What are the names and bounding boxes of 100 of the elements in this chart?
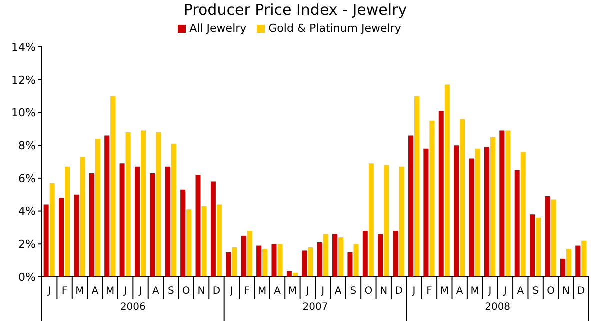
bar [74,194,80,277]
bar [241,236,246,277]
bar [424,148,429,277]
bar [438,111,444,277]
bar [210,182,216,277]
x-tick-label: A [92,286,99,297]
bar [59,198,64,277]
x-tick-label: D [578,286,586,297]
bar [272,244,277,277]
x-tick-label: F [244,286,250,297]
x-tick-label: S [532,286,539,297]
bar [560,258,566,277]
bar [256,246,262,277]
bar [150,174,156,277]
bar [232,247,238,277]
bar [354,244,359,277]
bar [156,132,162,277]
x-tick-label: D [395,286,404,297]
x-tick-label: A [152,286,160,297]
bar [490,137,496,277]
bar [378,234,384,277]
x-tick-label: J [123,286,128,297]
bar [278,244,283,277]
bar [186,210,192,277]
y-tick-label: 2% [18,238,36,252]
x-tick-label: A [517,286,524,297]
bar [444,84,450,277]
x-tick-label: J [229,286,234,297]
y-tick-label: 0% [18,270,36,284]
bar [368,164,374,277]
x-tick-label: D [212,286,221,297]
x-tick-label: O [547,286,556,297]
x-tick-label: J [47,286,52,297]
bar [262,249,268,277]
bar [484,147,490,277]
legend-label: All Jewelry [190,22,247,35]
bar [126,132,131,277]
bar [545,196,550,277]
x-tick-label: S [350,286,357,297]
bar [202,206,207,277]
bar [104,136,110,277]
bar [308,247,314,277]
bar [393,231,398,277]
bar [180,190,186,277]
bar [226,252,232,277]
bar [384,165,390,277]
bar [582,240,587,277]
x-tick-label: S [168,286,174,297]
x-tick-label: A [274,286,282,297]
bar [500,130,505,277]
bar [399,166,404,277]
bar [460,119,466,277]
y-tick-label: 10% [12,106,36,120]
bar [95,139,100,277]
x-tick-label: M [440,286,449,297]
y-tick-label: 6% [18,172,36,186]
bar [514,170,520,277]
bar [551,200,556,277]
bar [530,214,536,277]
bar [110,96,116,277]
y-tick-label: 14% [12,40,36,54]
x-tick-label: F [426,286,433,297]
x-tick-label: N [562,286,570,297]
bar [323,234,328,277]
bar [576,246,581,277]
x-tick-label: J [488,286,492,297]
bar [247,231,252,277]
x-tick-label: M [106,286,115,297]
x-tick-label: A [456,286,464,297]
bar [430,120,435,277]
x-tick-label: O [364,286,373,297]
bar [408,136,414,277]
x-tick-label: M [76,286,84,297]
x-tick-label: O [182,286,190,297]
x-tick-label: M [470,286,480,297]
bar [216,204,222,277]
bar [332,234,338,277]
bar [338,238,344,277]
bar [89,174,94,277]
x-tick-label: N [380,286,388,297]
bar [469,158,474,277]
bar [506,130,511,277]
x-tick-label: J [138,286,142,297]
x-tick-label: N [198,286,206,297]
bar [348,252,353,277]
bar [120,164,125,277]
bar [171,144,176,277]
bar [520,152,526,277]
text: 2007 [302,302,328,313]
bar [302,250,308,277]
bar [65,166,70,277]
bar [80,157,86,277]
bar [362,231,368,277]
bar [44,204,49,277]
bar [536,218,542,277]
bar [134,166,140,277]
bar [317,242,322,277]
x-tick-label: M [288,286,298,297]
chart-title: Producer Price Index - Jewelry [182,1,408,19]
bar [140,130,146,277]
